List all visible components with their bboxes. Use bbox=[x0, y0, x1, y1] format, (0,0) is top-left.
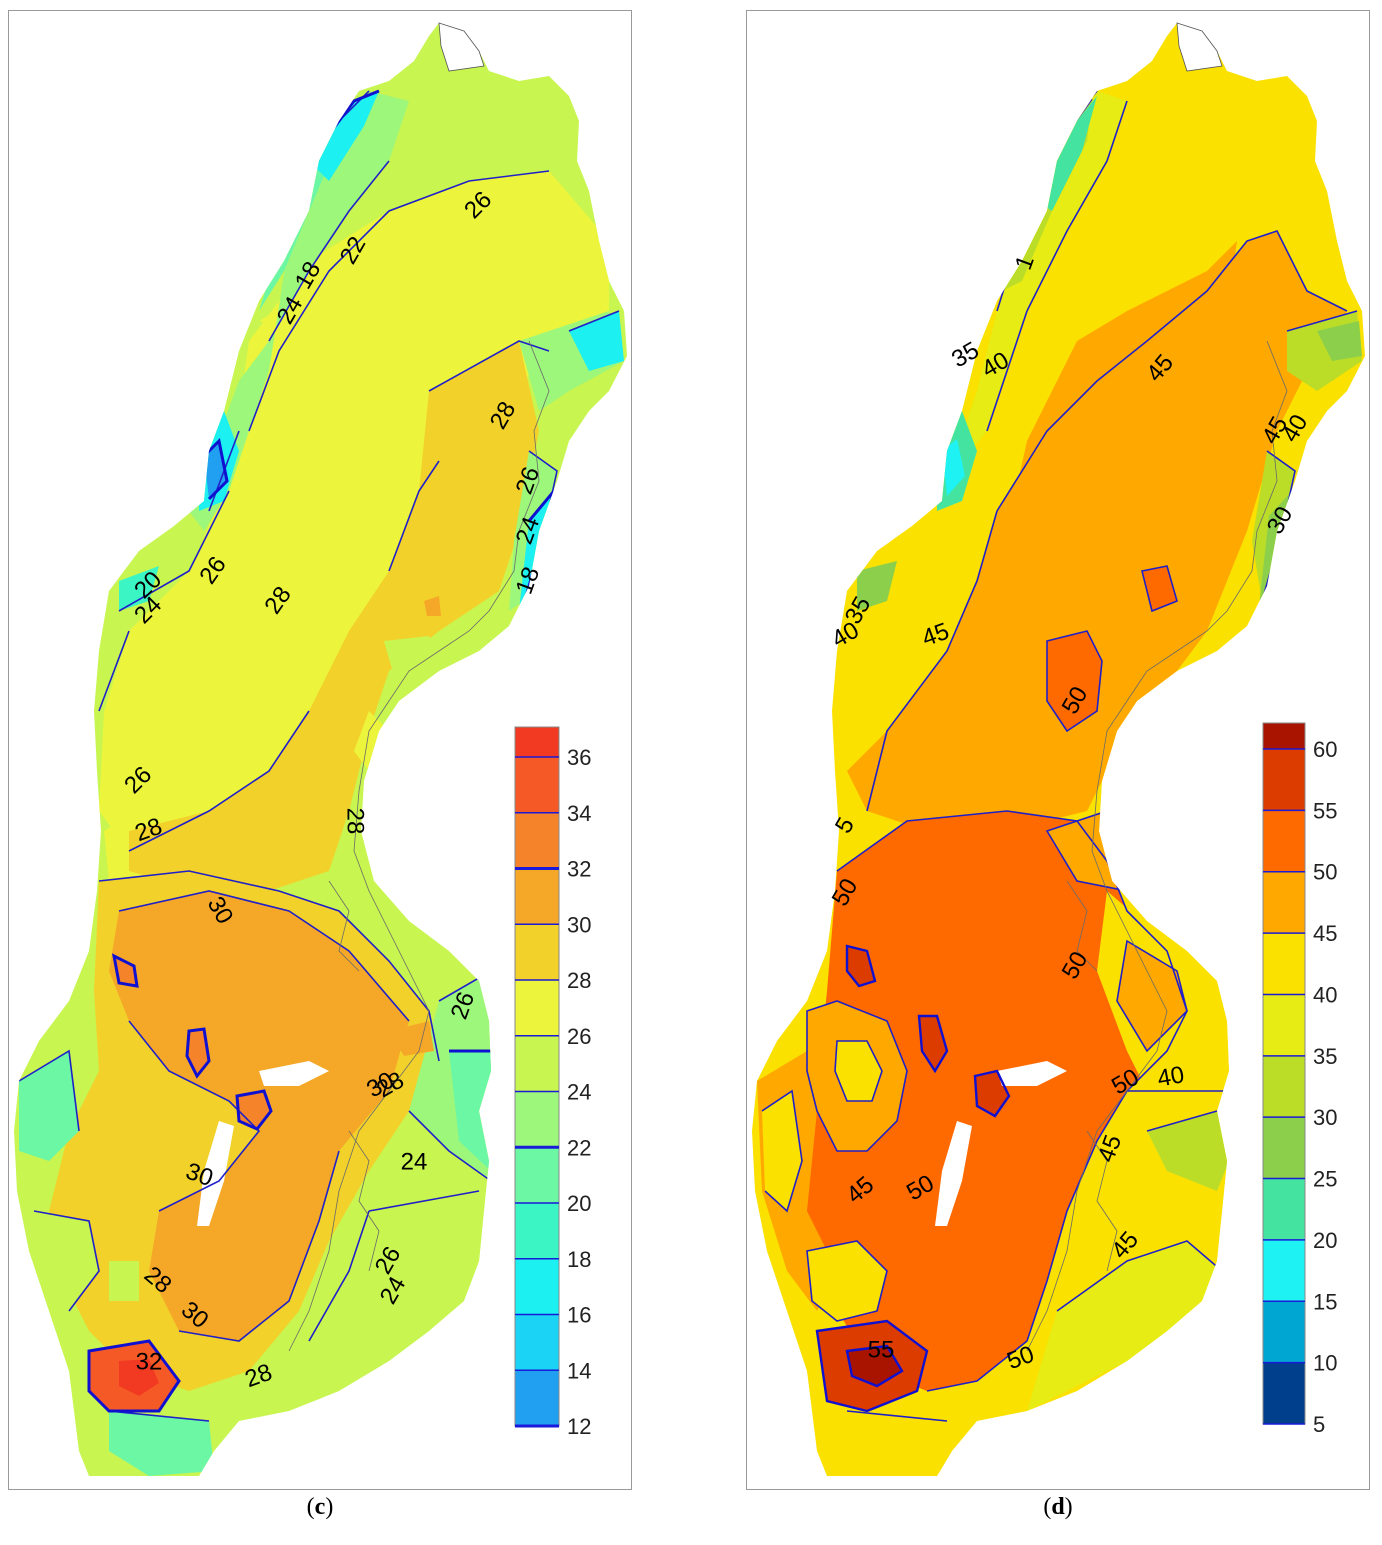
contour-label: 28 bbox=[342, 808, 369, 835]
caption-d: (d) bbox=[1043, 1494, 1073, 1520]
colorbar-band bbox=[1263, 1239, 1305, 1302]
contour-label: 24 bbox=[401, 1148, 428, 1175]
colorbar-tick-label: 55 bbox=[1313, 798, 1337, 823]
colorbar-tick-label: 20 bbox=[567, 1191, 591, 1216]
colorbar-tick-label: 50 bbox=[1313, 860, 1337, 885]
colorbar-band bbox=[515, 1091, 559, 1148]
colorbar-band bbox=[1263, 1117, 1305, 1179]
colorbar-band bbox=[515, 1258, 559, 1315]
colorbar-band bbox=[1263, 933, 1305, 995]
colorbar-tick-label: 5 bbox=[1313, 1412, 1325, 1437]
colorbar-tick-label: 14 bbox=[567, 1358, 591, 1383]
colorbar-band bbox=[1263, 1178, 1305, 1240]
colorbar-band bbox=[515, 980, 559, 1036]
colorbar-band bbox=[515, 727, 559, 757]
colorbar-band bbox=[1263, 1301, 1305, 1363]
colorbar-band bbox=[1263, 1055, 1305, 1118]
colorbar-tick-label: 35 bbox=[1313, 1044, 1337, 1069]
colorbar-band bbox=[515, 1314, 559, 1371]
colorbar-tick-label: 45 bbox=[1313, 921, 1337, 946]
colorbar-tick-label: 25 bbox=[1313, 1167, 1337, 1192]
colorbar-band bbox=[515, 1035, 559, 1092]
colorbar-band bbox=[515, 812, 559, 869]
contour-label: 55 bbox=[868, 1336, 895, 1363]
contour-label: 32 bbox=[136, 1348, 163, 1375]
colorbar-tick-label: 28 bbox=[567, 968, 591, 993]
colorbar-tick-label: 16 bbox=[567, 1303, 591, 1328]
colorbar-band bbox=[1263, 810, 1305, 872]
colorbar-band bbox=[515, 1370, 559, 1426]
map-panel-d: 5 10 15 20 25 30 35 40 45 50 55 60 1 35 40 45 45 40 30 35 4… bbox=[746, 10, 1370, 1490]
colorbar-band bbox=[1263, 749, 1305, 811]
colorbar-tick-label: 30 bbox=[567, 912, 591, 937]
colorbar-tick-label: 30 bbox=[1313, 1105, 1337, 1130]
contour-label: 40 bbox=[1155, 1061, 1186, 1092]
colorbar-tick-label: 22 bbox=[567, 1135, 591, 1160]
colorbar-tick-label: 15 bbox=[1313, 1289, 1337, 1314]
colorbar-band bbox=[1263, 723, 1305, 749]
colorbar-band bbox=[1263, 994, 1305, 1056]
colorbar-band bbox=[1263, 871, 1305, 934]
colorbar-tick-label: 60 bbox=[1313, 737, 1337, 762]
colorbar-tick-label: 12 bbox=[567, 1414, 591, 1439]
colorbar-band bbox=[515, 757, 559, 813]
colorbar-tick-label: 32 bbox=[567, 857, 591, 882]
colorbar-band bbox=[515, 1203, 559, 1259]
colorbar-band bbox=[515, 924, 559, 980]
colorbar-tick-label: 18 bbox=[567, 1247, 591, 1272]
colorbar-tick-label: 40 bbox=[1313, 982, 1337, 1007]
colorbar-tick-label: 26 bbox=[567, 1024, 591, 1049]
colorbar-tick-label: 34 bbox=[567, 801, 591, 826]
map-panel-c: 12 14 16 18 20 22 24 26 28 30 32 34 36 26 22 18 24 28 26 2… bbox=[8, 10, 632, 1490]
colorbar-band bbox=[1263, 1362, 1305, 1424]
caption-c: (c) bbox=[306, 1494, 334, 1520]
colorbar-d: 5 10 15 20 25 30 35 40 45 50 55 60 bbox=[1262, 722, 1337, 1437]
colorbar-c: 12 14 16 18 20 22 24 26 28 30 32 34 36 bbox=[514, 726, 591, 1439]
colorbar-band bbox=[515, 868, 559, 925]
colorbar-tick-label: 10 bbox=[1313, 1351, 1337, 1376]
colorbar-tick-label: 36 bbox=[567, 745, 591, 770]
colorbar-tick-label: 20 bbox=[1313, 1228, 1337, 1253]
colorbar-tick-label: 24 bbox=[567, 1080, 591, 1105]
colorbar-band bbox=[515, 1147, 559, 1203]
